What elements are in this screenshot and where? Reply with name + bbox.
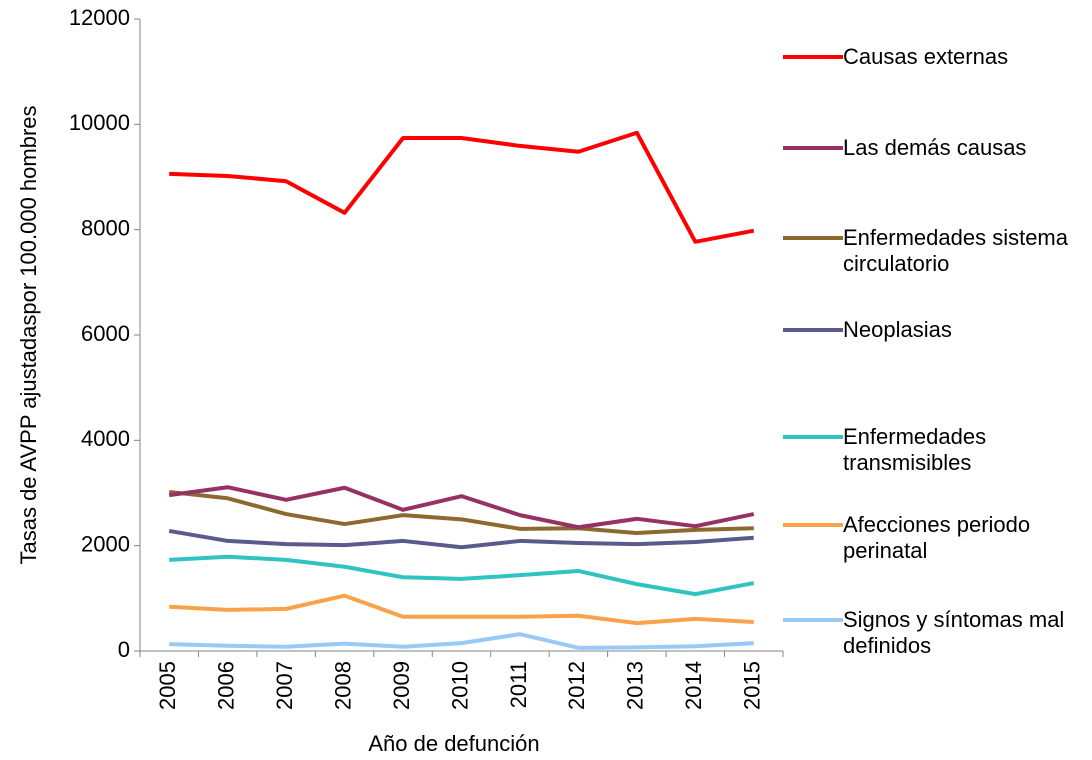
legend-label: Signos y síntomas mal definidos — [843, 607, 1065, 658]
x-tick-label: 2005 — [155, 661, 180, 710]
x-tick-label: 2008 — [330, 661, 355, 710]
y-tick-label: 0 — [118, 637, 130, 662]
y-tick-label: 10000 — [69, 110, 130, 135]
x-tick-label: 2015 — [740, 661, 765, 710]
x-axis-label: Año de defunción — [368, 731, 539, 756]
x-tick-label: 2006 — [213, 661, 238, 710]
x-tick-label: 2007 — [272, 661, 297, 710]
legend-label: Causas externas — [843, 44, 1009, 69]
x-tick-label: 2012 — [564, 661, 589, 710]
y-tick-label: 2000 — [81, 531, 130, 556]
legend-label: Enfermedades sistema circulatorio — [843, 225, 1068, 276]
series-line — [169, 130, 755, 244]
y-tick-label: 4000 — [81, 426, 130, 451]
series-line — [169, 632, 754, 650]
legend-label: Neoplasias — [843, 317, 952, 342]
x-tick-label: 2009 — [389, 661, 414, 710]
series-line — [168, 485, 755, 530]
y-axis-label: Tasas de AVPP ajustadaspor 100.000 hombr… — [16, 105, 41, 564]
x-tick-label: 2010 — [447, 661, 472, 710]
x-tick-label: 2011 — [506, 661, 531, 708]
y-tick-label: 8000 — [81, 215, 130, 240]
x-tick-label: 2013 — [623, 661, 648, 710]
series-line — [169, 593, 754, 626]
series-line — [169, 489, 754, 536]
x-tick-label: 2014 — [681, 661, 706, 710]
legend-label: Enfermedades transmisibles — [843, 424, 987, 475]
y-tick-label: 6000 — [81, 321, 130, 346]
legend-label: Las demás causas — [843, 135, 1027, 160]
y-tick-label: 12000 — [69, 5, 130, 30]
legend-label: Afecciones periodo perinatal — [843, 512, 1031, 563]
series-line — [168, 528, 754, 550]
series-line — [169, 554, 755, 597]
